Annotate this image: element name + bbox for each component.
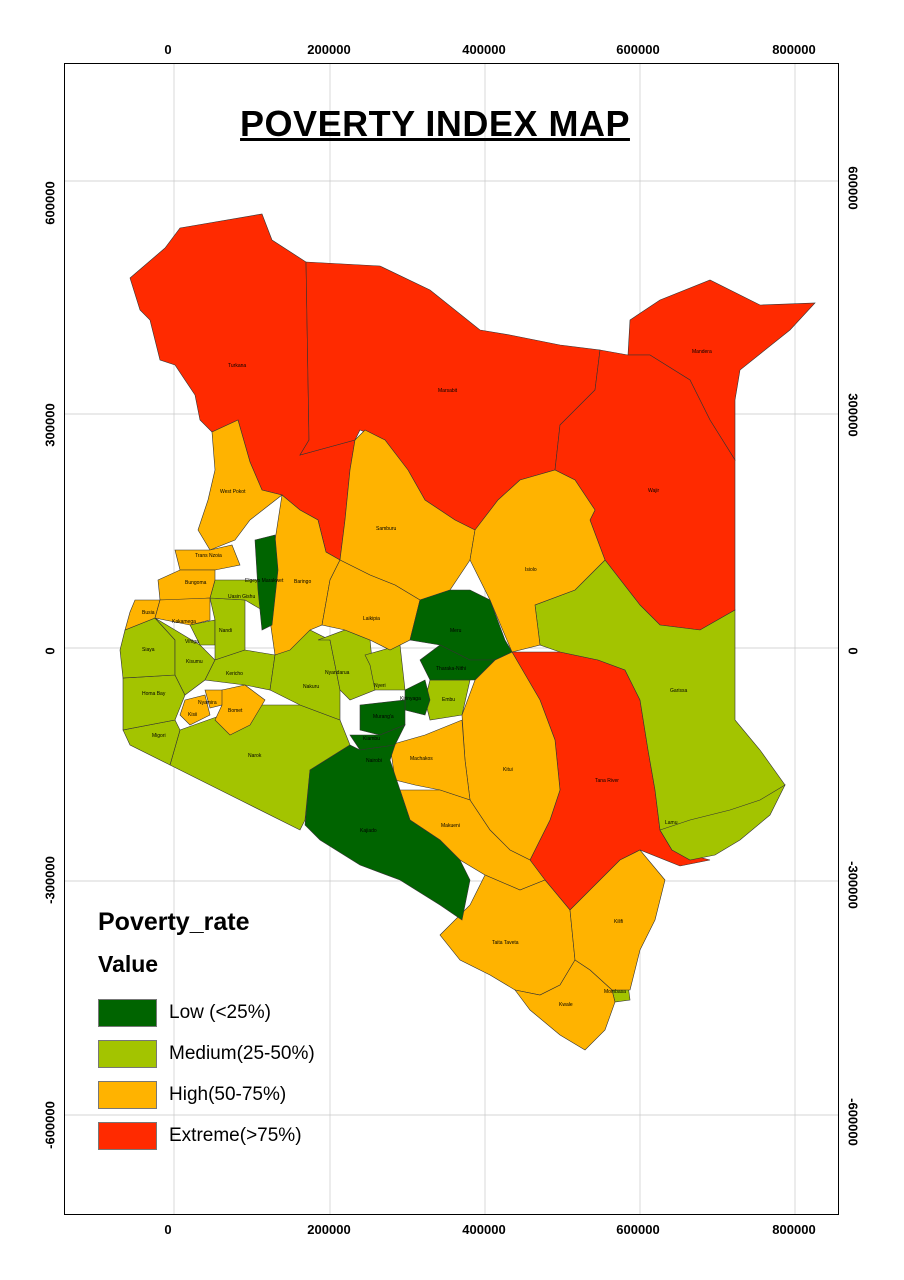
legend-title: Poverty_rate <box>98 908 250 936</box>
county-polygons <box>119 213 816 1051</box>
county-label: Kiambu <box>363 736 380 742</box>
legend-label: Low (<25%) <box>169 1001 271 1023</box>
county-west-pokot <box>197 419 283 551</box>
legend-item-extreme: Extreme(>75%) <box>98 1115 315 1156</box>
legend-item-high: High(50-75%) <box>98 1074 315 1115</box>
county-kisumu <box>154 617 216 696</box>
legend-subtitle: Value <box>98 951 159 977</box>
county-kakamega <box>154 597 211 626</box>
x-tick-bottom: 200000 <box>307 1222 351 1237</box>
county-label: Narok <box>248 753 262 759</box>
x-tick-bottom: 800000 <box>772 1222 816 1237</box>
x-tick-bottom: 600000 <box>616 1222 660 1237</box>
county-busia <box>124 599 161 631</box>
county-label: West Pokot <box>220 489 246 495</box>
county-tharaka-nithi <box>419 644 496 681</box>
county-label: Migori <box>152 733 166 739</box>
county-label: Marsabit <box>438 388 458 394</box>
county-label: Turkana <box>228 363 246 369</box>
county-kajiado <box>304 744 471 921</box>
county-label: Homa Bay <box>142 691 166 697</box>
x-tick-top: 400000 <box>462 42 506 57</box>
county-label: Machakos <box>410 756 433 762</box>
legend-swatch <box>98 1121 157 1150</box>
county-kisii <box>179 694 211 726</box>
county-label: Embu <box>442 697 455 703</box>
county-label: Murang'a <box>373 714 394 720</box>
county-label: Garissa <box>670 688 687 694</box>
county-label: Kirinyaga <box>400 696 421 702</box>
county-label: Kakamega <box>172 619 196 625</box>
county-label: Kisii <box>188 712 197 718</box>
county-label: Uasin Gishu <box>228 594 255 600</box>
county-label: Wajir <box>648 488 660 494</box>
county-label: Makueni <box>441 823 460 829</box>
county-label: Nyeri <box>374 683 386 689</box>
county-label: Tharaka-Nithi <box>436 666 466 672</box>
county-label: Bomet <box>228 708 243 714</box>
legend-swatch <box>98 1039 157 1068</box>
county-label: Lamu <box>665 820 678 826</box>
county-label: Busia <box>142 610 155 616</box>
county-label: Elgeyo Marakwet <box>245 578 284 584</box>
legend-item-medium: Medium(25-50%) <box>98 1033 315 1074</box>
county-label: Kisumu <box>186 659 203 665</box>
county-samburu <box>339 429 476 601</box>
county-label: Nyamira <box>198 700 217 706</box>
x-tick-top: 800000 <box>772 42 816 57</box>
county-label: Vihiga <box>185 639 199 645</box>
county-kiambu <box>349 724 406 751</box>
county-label: Mandera <box>692 349 712 355</box>
legend-swatch <box>98 1080 157 1109</box>
county-label: Meru <box>450 628 462 634</box>
county-isiolo <box>469 469 606 653</box>
county-kwale <box>514 959 616 1051</box>
county-label: Tana River <box>595 778 619 784</box>
x-tick-bottom: 0 <box>164 1222 172 1237</box>
county-lamu <box>659 784 786 861</box>
county-labels: Turkana Marsabit Mandera Wajir Tana Rive… <box>142 349 712 1008</box>
county-label: Isiolo <box>525 567 537 573</box>
county-label: Taita Taveta <box>492 940 519 946</box>
county-label: Kilifi <box>614 919 623 925</box>
county-label: Mombasa <box>604 989 626 995</box>
county-label: Baringo <box>294 579 311 585</box>
county-label: Trans Nzoia <box>195 553 222 559</box>
map-title: POVERTY INDEX MAP <box>240 103 630 144</box>
legend: Poverty_rate Value Low (<25%) Medium(25-… <box>98 908 315 1156</box>
county-label: Nairobi <box>366 758 382 764</box>
county-label: Nakuru <box>303 684 319 690</box>
x-tick-top: 600000 <box>616 42 660 57</box>
county-bomet <box>214 684 266 736</box>
county-nakuru <box>269 629 341 721</box>
county-laikipia <box>321 559 421 651</box>
legend-swatch <box>98 998 157 1027</box>
county-label: Kajiado <box>360 828 377 834</box>
legend-label: Extreme(>75%) <box>169 1124 302 1146</box>
county-label: Laikipia <box>363 616 380 622</box>
legend-label: Medium(25-50%) <box>169 1042 315 1064</box>
x-tick-bottom: 400000 <box>462 1222 506 1237</box>
county-label: Samburu <box>376 526 397 532</box>
legend-label: High(50-75%) <box>169 1083 287 1105</box>
county-label: Bungoma <box>185 580 207 586</box>
legend-item-low: Low (<25%) <box>98 992 315 1033</box>
county-label: Kwale <box>559 1002 573 1008</box>
x-tick-top: 200000 <box>307 42 351 57</box>
county-label: Kitui <box>503 767 513 773</box>
county-label: Nyandarua <box>325 670 350 676</box>
county-meru <box>409 589 513 661</box>
county-label: Siaya <box>142 647 155 653</box>
x-tick-top: 0 <box>164 42 172 57</box>
county-elgeyo-marakwet <box>254 534 279 631</box>
county-label: Kericho <box>226 671 243 677</box>
county-label: Nandi <box>219 628 232 634</box>
